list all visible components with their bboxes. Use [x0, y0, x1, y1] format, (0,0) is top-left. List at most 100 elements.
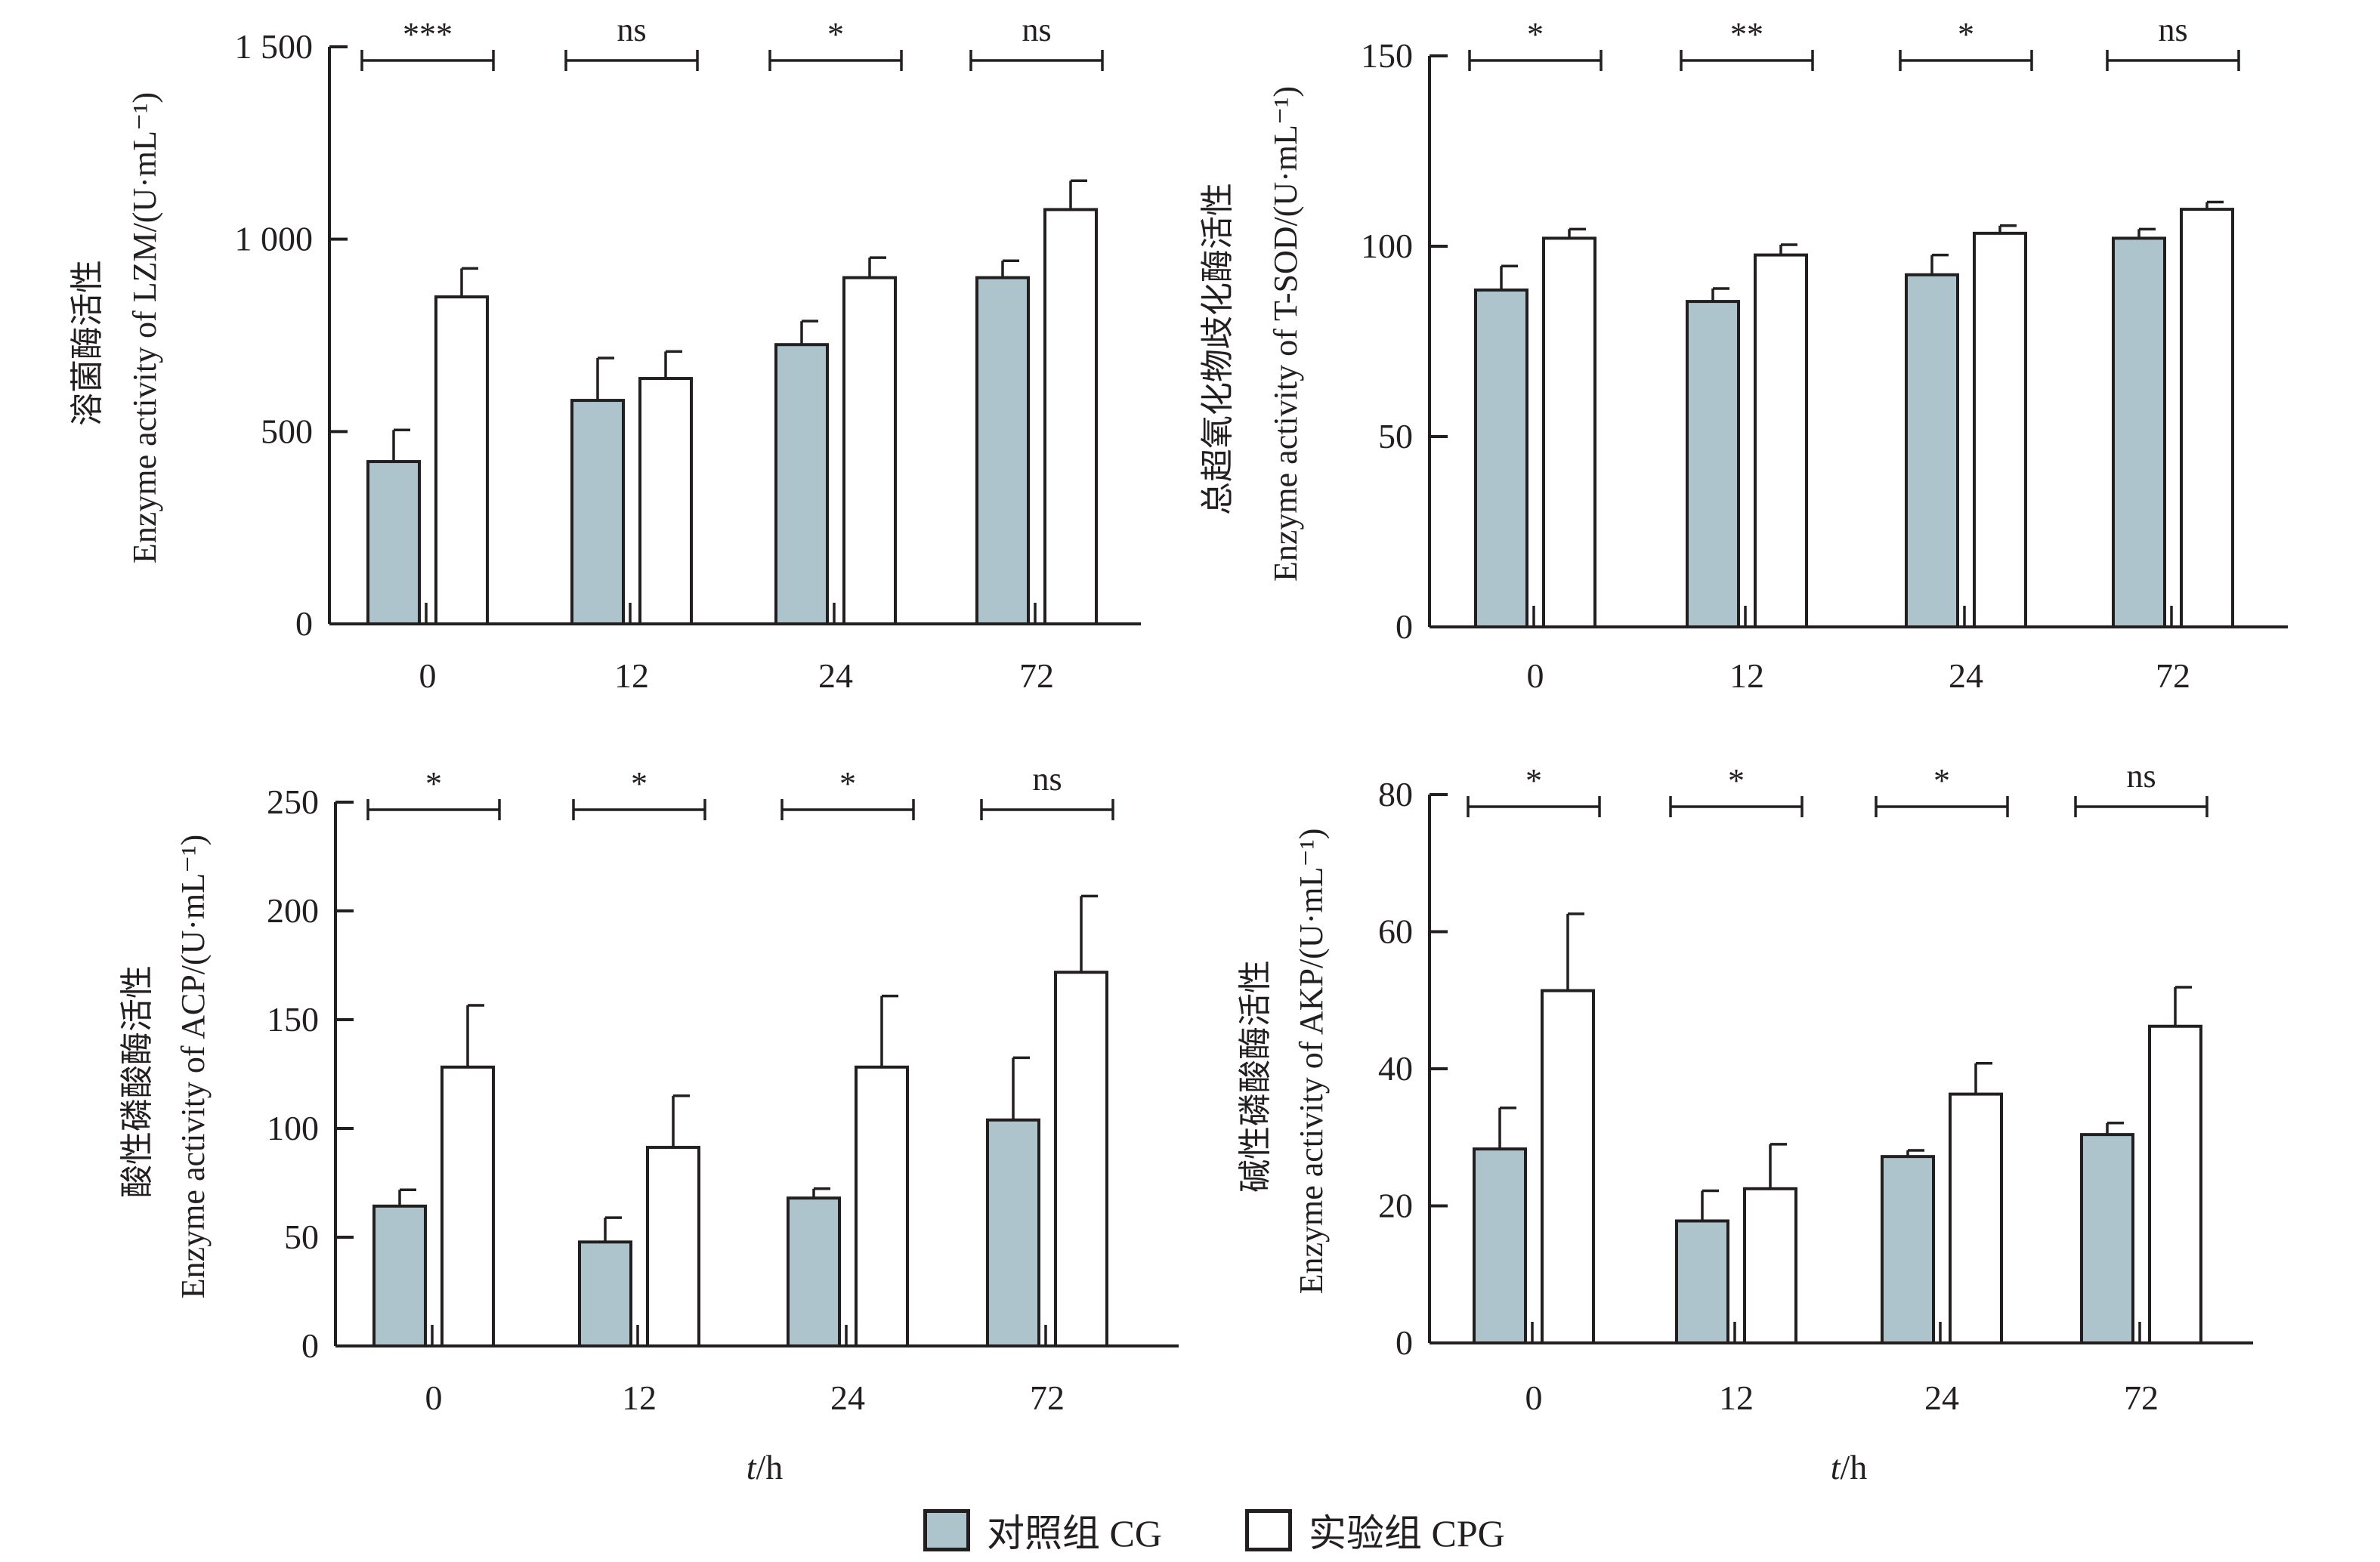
x-tick-label: 24 [1924, 1378, 1959, 1417]
significance-label: * [1728, 762, 1745, 799]
bar-cpg [440, 1065, 495, 1348]
bar-cg [1675, 1219, 1729, 1344]
x-tick-label: 72 [2124, 1378, 2159, 1417]
x-axis-label-variable: t [1831, 1448, 1841, 1486]
y-tick-label: 500 [261, 412, 313, 450]
y-axis-label-zh: 总超氧化物歧化酶活性 [1199, 183, 1236, 515]
bar-cpg [646, 1146, 700, 1348]
bar-cg [1881, 1155, 1935, 1345]
y-tick-label: 20 [1378, 1187, 1413, 1225]
y-axis-label-en: Enzyme activity of LZM/(U·mL⁻¹) [126, 92, 163, 563]
y-axis-label-en: Enzyme activity of ACP/(U·mL⁻¹) [175, 835, 212, 1298]
legend-label-cg: 对照组 CG [987, 1512, 1162, 1554]
bar-cg [2080, 1133, 2134, 1344]
legend-swatch-cg [923, 1509, 970, 1551]
bar-cg [578, 1240, 632, 1348]
y-tick-label: 100 [1361, 227, 1413, 265]
y-tick-label: 0 [1396, 1323, 1413, 1362]
bar-cg [1474, 288, 1528, 628]
y-tick-label: 250 [267, 783, 319, 821]
bar-cpg [1542, 236, 1596, 628]
bar-cg [1905, 273, 1959, 628]
y-axis-label-en: Enzyme activity of AKP/(U·mL⁻¹) [1293, 829, 1330, 1295]
significance-label: * [839, 765, 856, 802]
legend-item-cpg: 实验组 CPG [1244, 1503, 1505, 1557]
chart-panel-3: 0 50 100 150 200 250 酸性磷酸酶活性 Enzyme activity of… [119, 761, 1179, 1486]
legend: 对照组 CG 实验组 CPG [923, 1503, 1588, 1557]
bar-cg [372, 1204, 427, 1348]
bar-cpg [1541, 989, 1595, 1345]
significance-label: * [1933, 762, 1950, 799]
significance-label: ns [1022, 11, 1051, 48]
y-tick-label: 100 [267, 1109, 319, 1147]
bar-cpg [1743, 1187, 1797, 1344]
x-tick-label: 0 [1525, 1378, 1543, 1417]
bar-cpg [434, 295, 489, 625]
chart-panel-4: 0 20 40 60 80 碱性磷酸酶活性 Enzyme activity of AKP/(… [1237, 758, 2253, 1486]
x-tick-label: 12 [614, 656, 649, 695]
x-tick-label: 72 [2156, 656, 2190, 695]
significance-label: ns [617, 11, 646, 48]
y-tick-label: 150 [1361, 36, 1413, 75]
x-tick-label: 72 [1030, 1378, 1065, 1417]
x-tick-label: 12 [622, 1378, 657, 1417]
bar-cpg [1754, 253, 1808, 628]
bar-cpg [842, 276, 897, 625]
bar-cg [1473, 1147, 1527, 1344]
bar-cg [975, 276, 1030, 625]
x-tick-label: 12 [1729, 656, 1764, 695]
significance-label: ns [2126, 758, 2156, 795]
bar-cg [787, 1196, 841, 1348]
x-axis-label-variable: t [746, 1448, 757, 1486]
bar-cpg [1949, 1092, 2003, 1344]
bar-cpg [2148, 1024, 2202, 1344]
x-axis-label-unit: /h [756, 1448, 784, 1486]
bar-cg [986, 1118, 1040, 1347]
significance-label: ns [1032, 761, 1062, 798]
significance-label: * [1527, 16, 1544, 53]
bar-cpg [2180, 208, 2234, 628]
significance-label: ** [1730, 16, 1763, 53]
y-tick-label: 150 [267, 1000, 319, 1039]
bar-cpg [1043, 208, 1098, 625]
y-axis-label-en: Enzyme activity of T-SOD/(U·mL⁻¹) [1267, 86, 1304, 582]
significance-label: * [425, 765, 442, 802]
y-tick-label: 50 [1378, 417, 1413, 455]
y-tick-label: 60 [1378, 912, 1413, 951]
x-tick-label: 24 [1949, 656, 1983, 695]
bar-cg [774, 343, 829, 625]
x-tick-label: 72 [1019, 656, 1054, 695]
bar-cpg [1973, 231, 2027, 628]
x-axis-label-unit: /h [1841, 1448, 1868, 1486]
x-tick-label: 24 [818, 656, 853, 695]
bar-cg [570, 399, 625, 625]
x-tick-label: 12 [1719, 1378, 1754, 1417]
y-tick-label: 50 [284, 1218, 319, 1256]
y-tick-label: 40 [1378, 1049, 1413, 1088]
bar-cg [366, 460, 421, 625]
significance-label: * [631, 765, 648, 802]
y-tick-label: 0 [295, 604, 313, 643]
chart-panel-2: 0 50 100 150 总超氧化物歧化酶活性 Enzyme activity of T-… [1199, 11, 2288, 695]
significance-label: * [1958, 16, 1974, 53]
x-tick-label: 24 [830, 1378, 865, 1417]
legend-label-cpg: 实验组 CPG [1308, 1512, 1505, 1554]
x-tick-label: 0 [1527, 656, 1544, 695]
bar-cpg [855, 1065, 909, 1348]
x-tick-label: 0 [425, 1378, 443, 1417]
y-tick-label: 1 500 [235, 27, 314, 66]
significance-label: ns [2158, 11, 2187, 48]
significance-label: * [1525, 762, 1542, 799]
bar-cpg [638, 377, 693, 625]
y-axis-label-zh: 酸性磷酸酶活性 [119, 965, 156, 1198]
y-tick-label: 200 [267, 891, 319, 930]
bar-cg [2112, 236, 2166, 628]
y-tick-label: 0 [1396, 607, 1413, 646]
x-tick-label: 0 [419, 656, 437, 695]
y-axis-label-zh: 溶菌酶活性 [69, 260, 106, 426]
y-axis-label-zh: 碱性磷酸酶活性 [1237, 960, 1274, 1193]
y-tick-label: 1 000 [235, 220, 314, 258]
bar-cg [1686, 300, 1740, 628]
significance-label: * [827, 16, 844, 53]
